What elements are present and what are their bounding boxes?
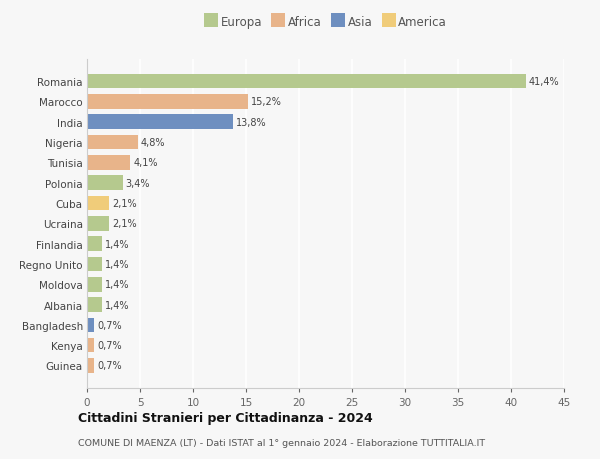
Bar [87,176,123,190]
Text: Cittadini Stranieri per Cittadinanza - 2024: Cittadini Stranieri per Cittadinanza - 2… [78,412,373,425]
Text: 1,4%: 1,4% [104,259,129,269]
Bar [87,196,109,211]
Bar [87,75,526,89]
Text: 3,4%: 3,4% [125,178,150,188]
Text: 0,7%: 0,7% [97,361,122,370]
Bar [87,115,233,130]
Text: 1,4%: 1,4% [104,239,129,249]
Text: 2,1%: 2,1% [112,219,137,229]
Bar [87,297,102,312]
Bar [87,277,102,292]
Legend: Europa, Africa, Asia, America: Europa, Africa, Asia, America [204,17,447,29]
Text: 15,2%: 15,2% [251,97,281,107]
Text: 0,7%: 0,7% [97,320,122,330]
Text: 41,4%: 41,4% [529,77,559,87]
Text: 1,4%: 1,4% [104,280,129,290]
Text: 4,8%: 4,8% [140,138,165,148]
Bar [87,217,109,231]
Text: 1,4%: 1,4% [104,300,129,310]
Bar [87,135,138,150]
Text: 0,7%: 0,7% [97,341,122,350]
Bar [87,338,94,353]
Bar [87,318,94,332]
Bar [87,257,102,272]
Bar [87,237,102,252]
Text: 13,8%: 13,8% [236,118,266,128]
Text: COMUNE DI MAENZA (LT) - Dati ISTAT al 1° gennaio 2024 - Elaborazione TUTTITALIA.: COMUNE DI MAENZA (LT) - Dati ISTAT al 1°… [78,438,485,448]
Text: 4,1%: 4,1% [133,158,158,168]
Bar [87,358,94,373]
Bar [87,156,130,170]
Bar [87,95,248,109]
Text: 2,1%: 2,1% [112,198,137,208]
